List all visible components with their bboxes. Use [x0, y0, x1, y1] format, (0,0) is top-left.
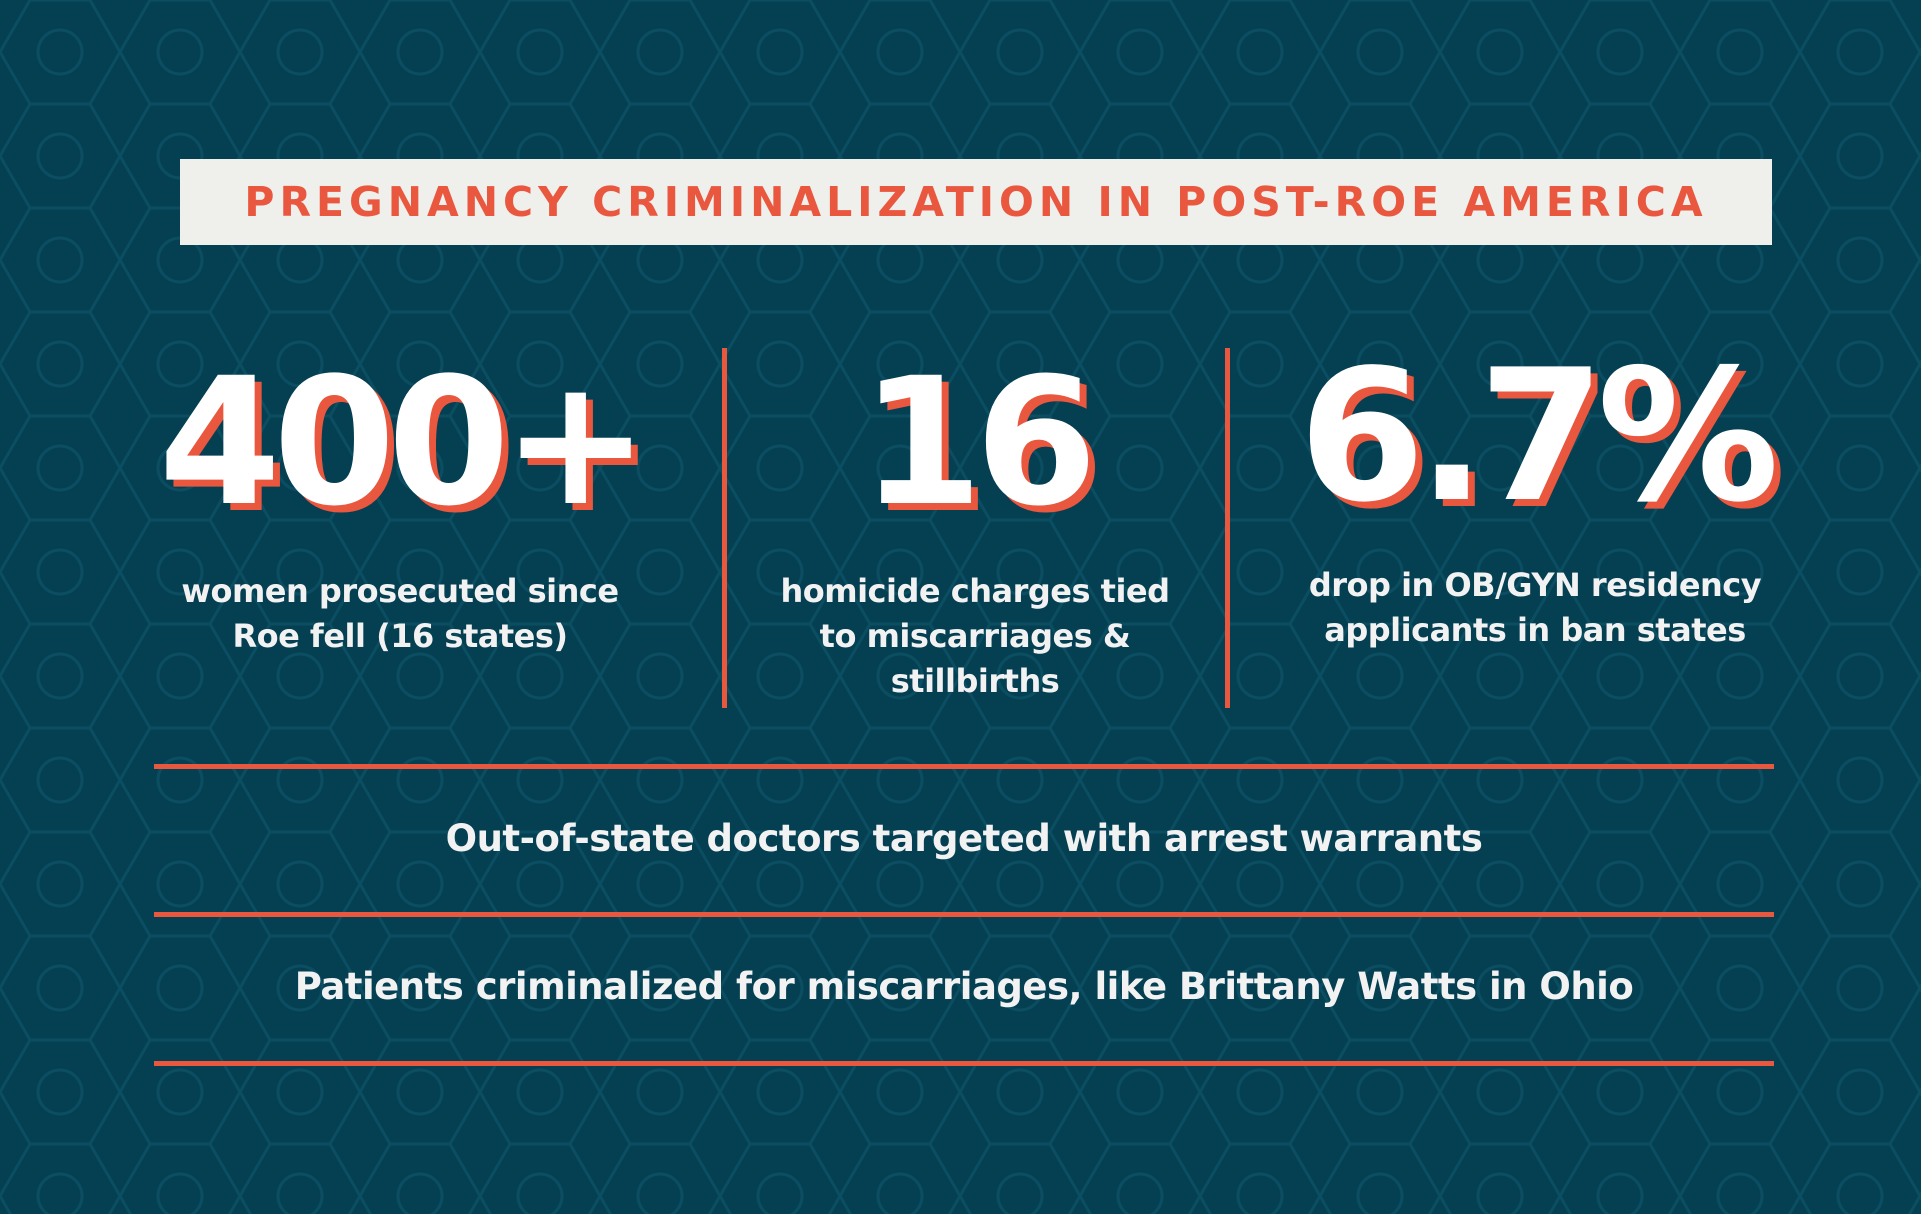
- stat-residency-drop: 6.7% drop in OB/GYN residency applicants…: [1255, 345, 1815, 653]
- stat-homicide-charges: 16 homicide charges tied to miscarriages…: [745, 355, 1205, 704]
- stat-caption: drop in OB/GYN residency applicants in b…: [1255, 563, 1815, 653]
- caption-line: applicants in ban states: [1324, 611, 1746, 649]
- fact-doctors-warrants: Out-of-state doctors targeted with arres…: [445, 817, 1483, 860]
- caption-line: to miscarriages &: [819, 617, 1131, 655]
- stat-number: 6.7%: [1298, 330, 1780, 542]
- page-title: PREGNANCY CRIMINALIZATION IN POST-ROE AM…: [244, 178, 1708, 226]
- caption-line: stillbirths: [890, 662, 1060, 700]
- fact-patients-criminalized: Patients criminalized for miscarriages, …: [294, 965, 1634, 1008]
- vertical-divider: [1225, 348, 1230, 708]
- horizontal-divider: [154, 1061, 1774, 1066]
- caption-line: women prosecuted since: [181, 572, 619, 610]
- title-banner: PREGNANCY CRIMINALIZATION IN POST-ROE AM…: [180, 159, 1772, 245]
- caption-line: Roe fell (16 states): [232, 617, 568, 655]
- vertical-divider: [722, 348, 727, 708]
- stat-number: 400+: [158, 340, 650, 545]
- stat-number: 16: [860, 340, 1098, 545]
- horizontal-divider: [154, 912, 1774, 917]
- stat-prosecutions: 400+ women prosecuted since Roe fell (16…: [125, 355, 675, 659]
- horizontal-divider: [154, 764, 1774, 769]
- caption-line: drop in OB/GYN residency: [1308, 566, 1762, 604]
- stat-caption: homicide charges tied to miscarriages & …: [745, 569, 1205, 704]
- stat-caption: women prosecuted since Roe fell (16 stat…: [125, 569, 675, 659]
- caption-line: homicide charges tied: [780, 572, 1170, 610]
